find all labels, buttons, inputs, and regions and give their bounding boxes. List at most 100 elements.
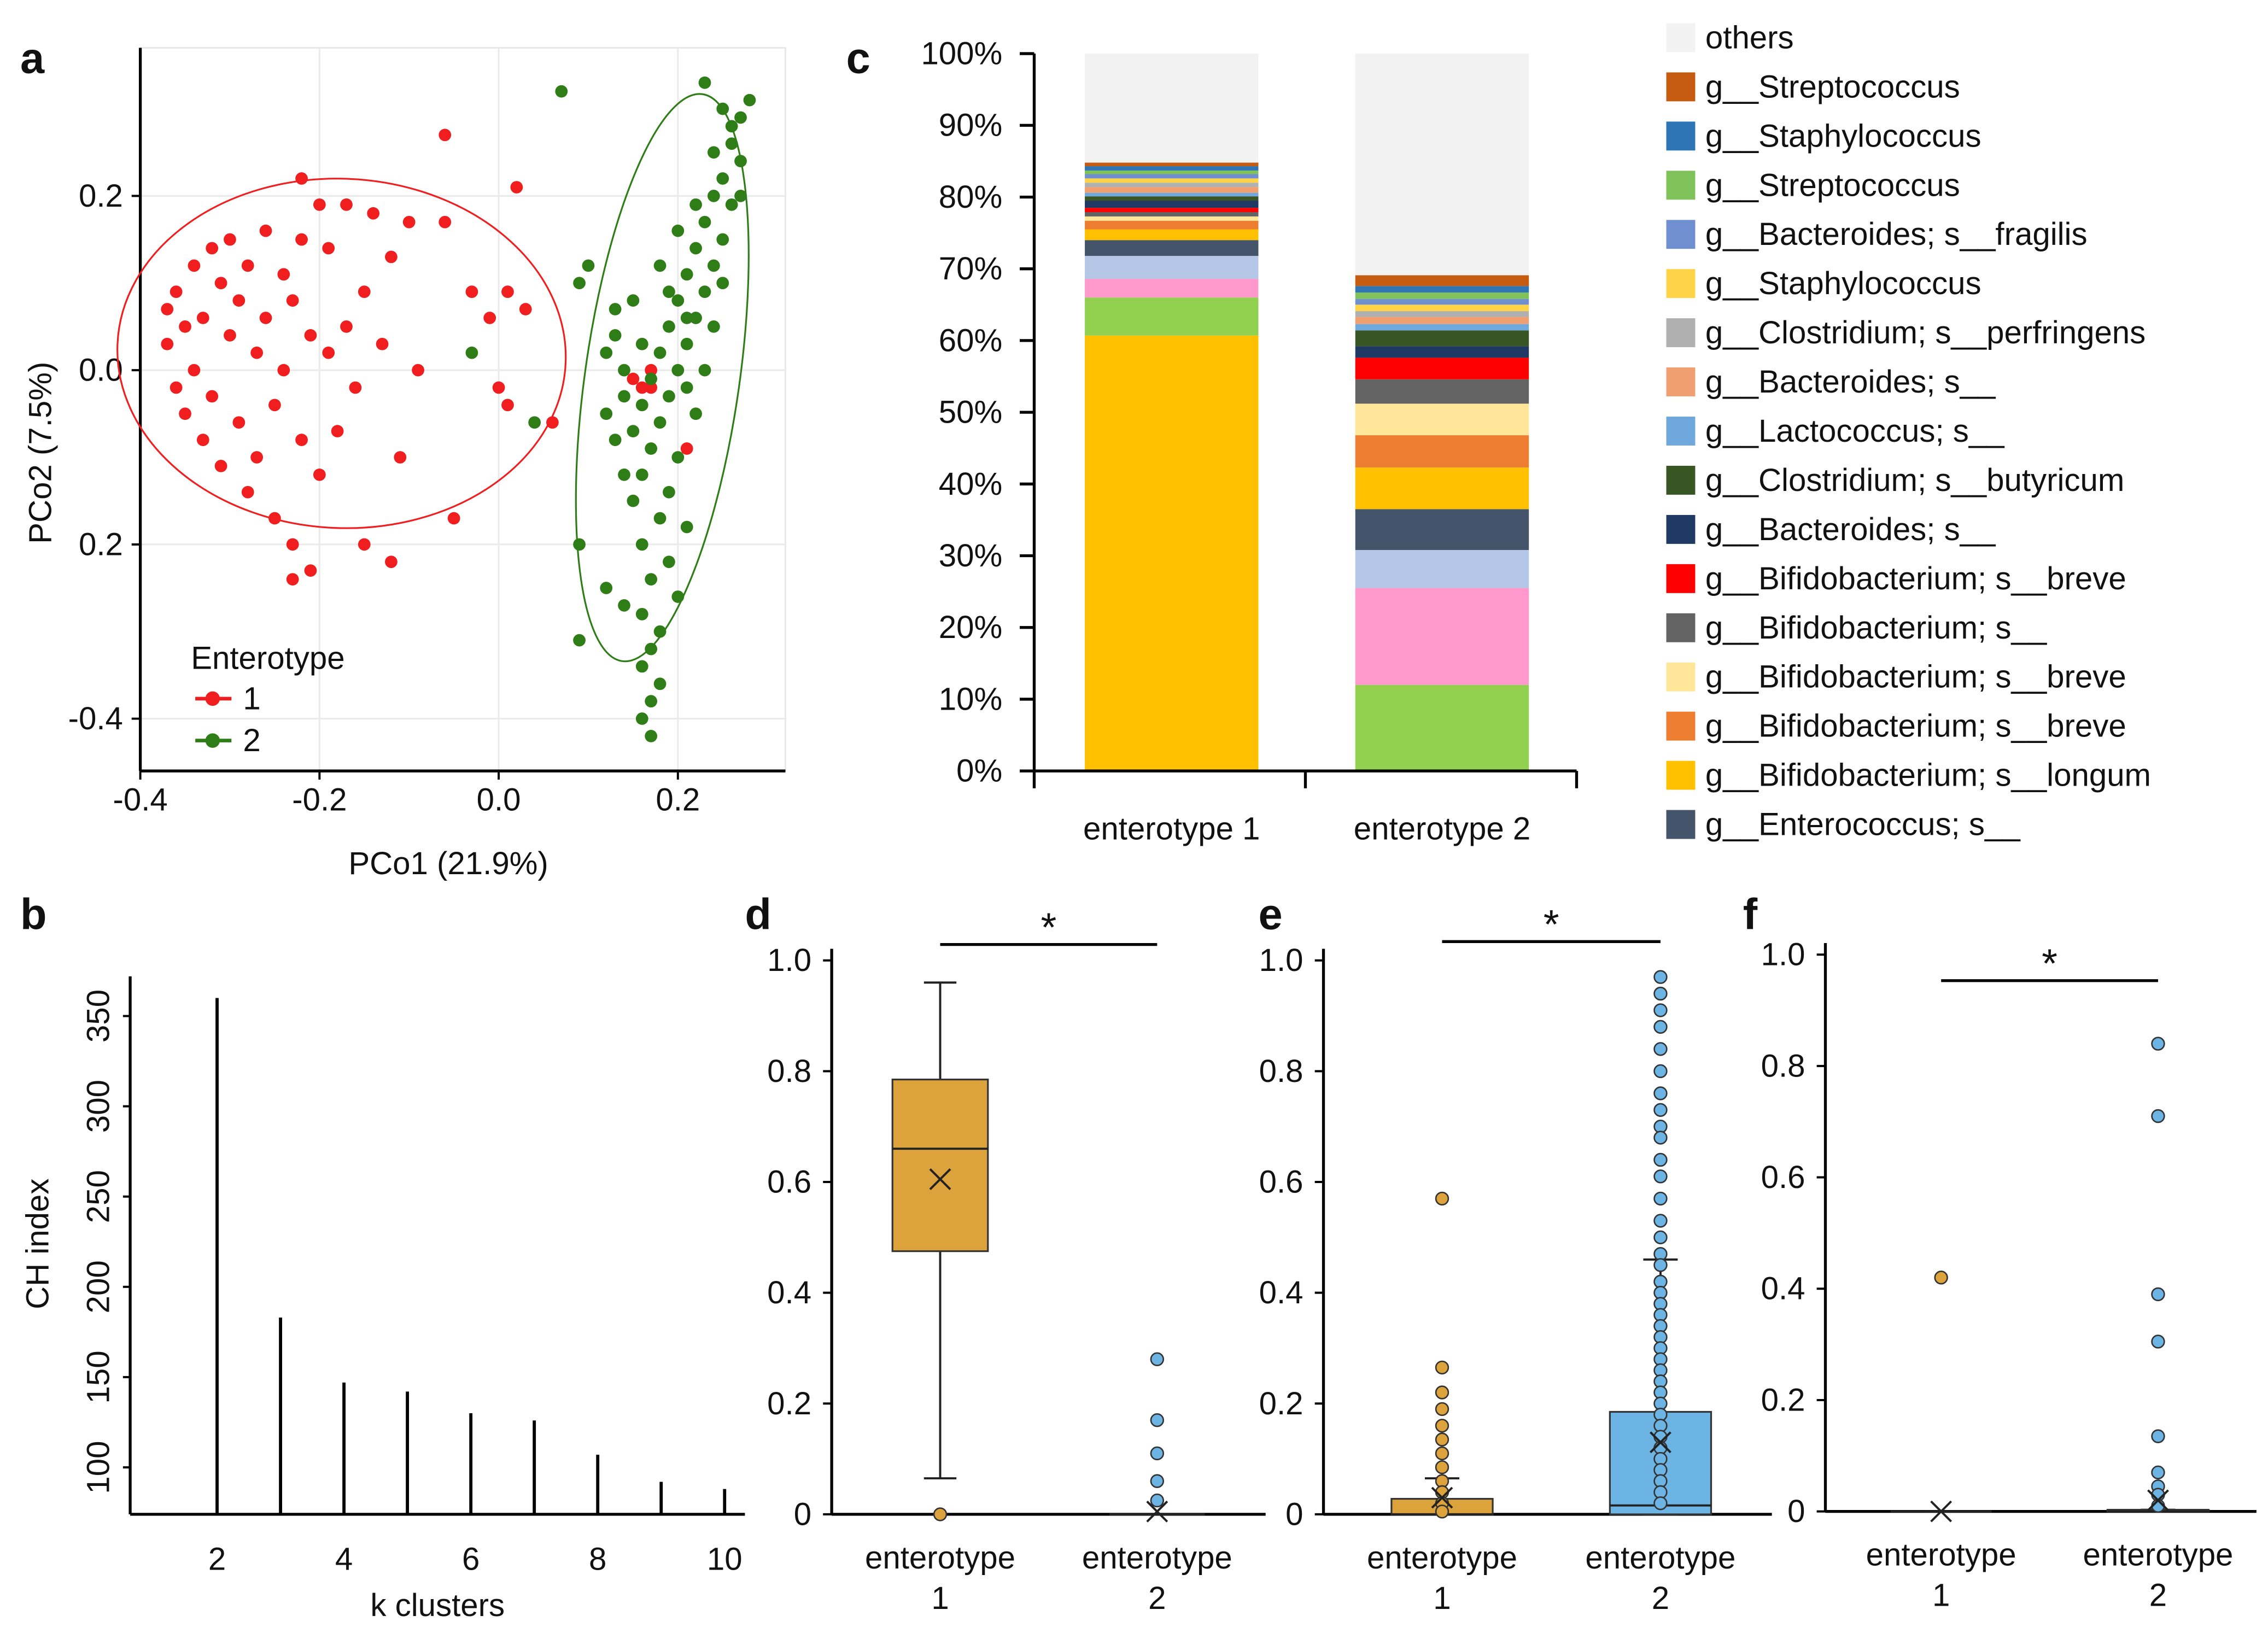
point bbox=[635, 399, 648, 412]
point bbox=[707, 190, 720, 202]
mean-marker bbox=[929, 1168, 951, 1190]
bar-segment bbox=[1355, 588, 1529, 685]
point bbox=[268, 399, 281, 412]
legend-label: g__Lactococcus; s__ bbox=[1705, 413, 2005, 449]
y-tick-label: 0 bbox=[794, 1496, 811, 1532]
y-tick-label: 300 bbox=[80, 1080, 116, 1133]
point bbox=[206, 242, 219, 255]
panel-letter: d bbox=[745, 890, 771, 939]
confidence-ellipse bbox=[116, 178, 567, 529]
point bbox=[331, 425, 344, 438]
bar-segment bbox=[1355, 54, 1529, 276]
point bbox=[483, 312, 496, 324]
point bbox=[671, 590, 685, 603]
point bbox=[725, 198, 738, 211]
point bbox=[671, 294, 685, 307]
legend-swatch bbox=[1666, 514, 1696, 544]
legend-swatch bbox=[1666, 662, 1696, 692]
legend-label: g__Bifidobacterium; s__breve bbox=[1705, 659, 2126, 695]
significance-label: * bbox=[1041, 904, 1057, 950]
point bbox=[268, 512, 281, 525]
point bbox=[196, 312, 209, 324]
point bbox=[1435, 1505, 1449, 1519]
y-tick-label: 1.0 bbox=[767, 943, 811, 978]
bar-segment bbox=[1085, 54, 1259, 163]
point bbox=[1653, 1131, 1668, 1145]
point bbox=[196, 434, 209, 446]
point bbox=[618, 468, 630, 481]
legend-swatch bbox=[1666, 465, 1696, 495]
legend-label: g__Staphylococcus bbox=[1705, 266, 1981, 301]
point bbox=[179, 320, 191, 333]
mean-marker bbox=[1431, 1486, 1453, 1509]
point bbox=[277, 268, 290, 281]
x-tick-label: 2 bbox=[1148, 1581, 1166, 1616]
point bbox=[1150, 1474, 1165, 1488]
legend-label: g__Clostridium; s__perfringens bbox=[1705, 315, 2146, 350]
bar-segment bbox=[1355, 324, 1529, 331]
point bbox=[734, 155, 747, 168]
legend-swatch bbox=[1666, 711, 1696, 741]
legend-swatch bbox=[1666, 72, 1696, 102]
point bbox=[1435, 1360, 1449, 1375]
legend-swatch bbox=[1666, 318, 1696, 348]
point bbox=[385, 250, 398, 264]
x-tick-label: 8 bbox=[589, 1541, 606, 1577]
x-tick-label: enterotype bbox=[1367, 1540, 1517, 1576]
point bbox=[2151, 1465, 2165, 1480]
point bbox=[322, 242, 335, 255]
point bbox=[394, 451, 407, 464]
legend-label: g__Bifidobacterium; s__breve bbox=[1705, 709, 2126, 744]
legend-swatch bbox=[1666, 171, 1696, 200]
point bbox=[663, 485, 675, 499]
y-tick-label: 0.4 bbox=[1761, 1271, 1805, 1307]
bar-segment bbox=[1355, 346, 1529, 358]
y-tick-label: 0.6 bbox=[767, 1164, 811, 1199]
point bbox=[618, 390, 630, 403]
point bbox=[259, 224, 272, 237]
point bbox=[716, 172, 729, 185]
point bbox=[689, 242, 702, 255]
bar-segment bbox=[1355, 684, 1529, 771]
bar-segment bbox=[1355, 317, 1529, 324]
point bbox=[635, 538, 648, 551]
point bbox=[295, 434, 308, 446]
legend-swatch bbox=[1666, 760, 1696, 790]
point bbox=[1653, 1086, 1668, 1101]
y-tick-label: 100% bbox=[921, 36, 1002, 72]
legend-label: g__Bacteroides; s__ bbox=[1705, 364, 1996, 400]
bar-segment bbox=[1355, 292, 1529, 299]
legend-label: g__Enterococcus; s__ bbox=[1705, 807, 2021, 842]
point bbox=[206, 390, 219, 403]
point bbox=[653, 346, 667, 359]
point bbox=[169, 381, 183, 394]
bar-segment bbox=[1085, 196, 1259, 201]
y-tick-label: 0.2 bbox=[79, 178, 123, 214]
point bbox=[1150, 1446, 1165, 1461]
x-tick-label: 10 bbox=[707, 1541, 743, 1577]
bar-segment bbox=[1355, 379, 1529, 404]
bar-segment bbox=[1085, 201, 1259, 208]
point bbox=[725, 120, 738, 133]
y-tick-label: 60% bbox=[939, 323, 1002, 358]
y-tick-label: 1.0 bbox=[1259, 943, 1303, 978]
point bbox=[340, 320, 353, 333]
bar-segment bbox=[1355, 298, 1529, 305]
point bbox=[671, 451, 685, 464]
point bbox=[402, 215, 416, 229]
x-tick-label: 0.2 bbox=[656, 782, 700, 818]
point bbox=[1435, 1385, 1449, 1400]
point bbox=[573, 634, 586, 647]
panel-letter: f bbox=[1743, 890, 1758, 939]
point bbox=[1653, 1191, 1668, 1206]
point bbox=[188, 364, 201, 377]
point bbox=[304, 329, 317, 342]
point bbox=[313, 468, 326, 481]
legend-swatch bbox=[1666, 810, 1696, 839]
point bbox=[349, 381, 362, 394]
legend-label: g__Bifidobacterium; s__longum bbox=[1705, 758, 2151, 793]
bar-segment bbox=[1085, 166, 1259, 171]
y-tick-label: 10% bbox=[939, 681, 1002, 717]
point bbox=[734, 111, 747, 124]
point bbox=[259, 312, 272, 324]
